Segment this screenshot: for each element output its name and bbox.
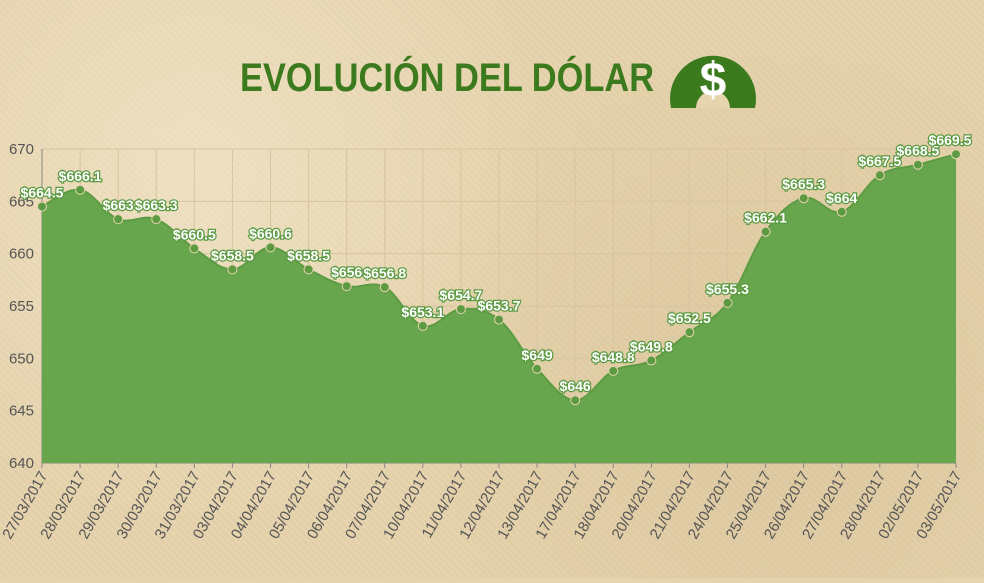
data-point xyxy=(836,206,847,217)
data-point xyxy=(722,297,733,308)
y-tick-label: 640 xyxy=(9,455,34,472)
data-label: $656.8 xyxy=(363,265,406,281)
data-point xyxy=(532,363,543,374)
y-tick-label: 660 xyxy=(9,246,34,263)
data-label: $656 xyxy=(331,264,362,280)
data-point xyxy=(646,355,657,366)
data-point xyxy=(608,365,619,376)
data-label: $666.1 xyxy=(59,168,102,184)
data-label: $658.5 xyxy=(211,247,254,263)
chart-title: EVOLUCIÓN DEL DÓLAR xyxy=(240,56,655,100)
y-tick-label: 670 xyxy=(9,141,34,158)
data-label: $655.3 xyxy=(706,281,749,297)
data-label: $662.1 xyxy=(744,210,787,226)
data-label: $652.5 xyxy=(668,310,711,326)
y-tick-label: 665 xyxy=(9,193,34,210)
y-tick-label: 655 xyxy=(9,298,34,315)
data-label: $648.8 xyxy=(592,349,635,365)
data-label: $649.8 xyxy=(630,338,673,354)
data-point xyxy=(494,314,504,325)
data-point xyxy=(341,281,352,292)
header: EVOLUCIÓN DEL DÓLAR $ xyxy=(0,40,984,120)
data-label: $668.5 xyxy=(897,143,940,159)
area-fill xyxy=(42,154,956,463)
data-point xyxy=(417,320,428,331)
data-point xyxy=(379,282,390,293)
data-label: $669.5 xyxy=(929,132,972,148)
data-label: $664.5 xyxy=(21,185,64,201)
data-label: $658.5 xyxy=(287,247,330,263)
svg-text:$: $ xyxy=(700,54,727,107)
data-point xyxy=(265,242,276,253)
data-label: $660.6 xyxy=(249,225,292,241)
data-label: $660.5 xyxy=(173,226,216,242)
data-label: $665.3 xyxy=(782,176,825,192)
data-label: $663.3 xyxy=(135,197,178,213)
data-label: $653.1 xyxy=(401,304,444,320)
data-point xyxy=(455,304,466,315)
data-point xyxy=(874,170,885,181)
data-label: $646 xyxy=(560,378,591,394)
data-point xyxy=(570,395,581,406)
data-point xyxy=(760,226,771,237)
y-tick-label: 650 xyxy=(9,350,34,367)
data-label: $667.5 xyxy=(858,153,901,169)
data-point xyxy=(912,159,923,170)
data-labels: $664.5$666.1$663 $663.3 $660.5 $658.5 $660.6… xyxy=(19,131,973,395)
data-point xyxy=(227,264,238,275)
dollar-coin-icon: $ xyxy=(668,42,758,110)
data-point xyxy=(151,214,162,225)
x-axis: 27/03/201728/03/201729/03/201730/03/2017… xyxy=(0,462,965,542)
y-tick-label: 645 xyxy=(9,403,34,420)
data-point xyxy=(37,201,47,212)
y-axis: 640 645 650 655 660 665 670 xyxy=(9,141,43,472)
series xyxy=(37,149,961,463)
data-label: $654.7 xyxy=(440,287,483,303)
data-label: $663 xyxy=(103,197,134,213)
data-point xyxy=(303,264,314,275)
data-point xyxy=(798,193,809,204)
data-point xyxy=(113,214,124,225)
data-point xyxy=(75,184,86,195)
data-label: $664 xyxy=(826,190,857,206)
data-point xyxy=(951,149,961,160)
data-label: $649 xyxy=(522,347,553,363)
data-point xyxy=(684,327,695,338)
data-point xyxy=(189,243,200,254)
data-label: $653.7 xyxy=(478,298,521,314)
